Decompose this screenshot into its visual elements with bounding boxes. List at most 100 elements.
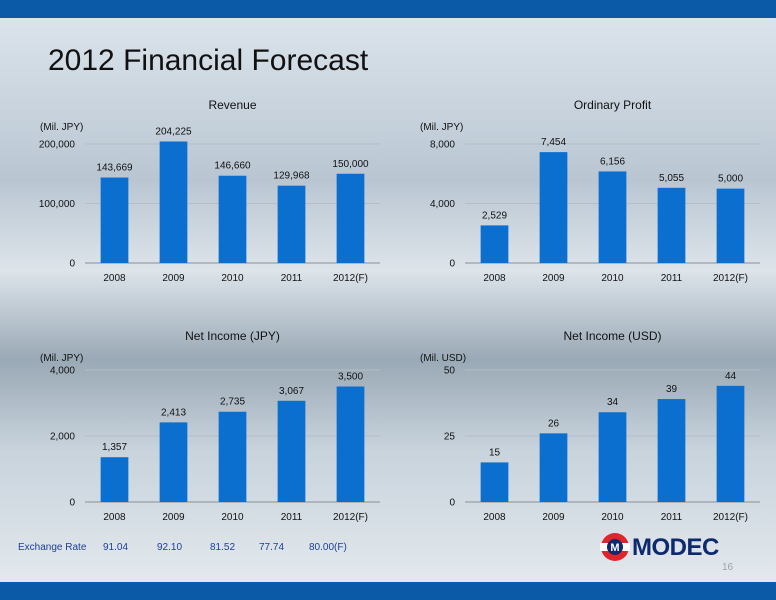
data-label: 6,156 bbox=[600, 156, 625, 167]
revenue-chart: Revenue (Mil. JPY) 0 100,000 200,000 143,669 2… bbox=[30, 95, 390, 295]
data-label: 146,660 bbox=[214, 161, 251, 172]
data-label: 5,000 bbox=[718, 174, 743, 185]
logo-text: MODEC bbox=[632, 534, 719, 561]
bar bbox=[218, 411, 247, 502]
unit-label: (Mil. JPY) bbox=[40, 122, 83, 133]
x-tick-label: 2011 bbox=[281, 273, 303, 284]
exchange-rate-value: 80.00(F) bbox=[309, 542, 347, 553]
bar bbox=[218, 175, 247, 263]
x-tick-label: 2011 bbox=[661, 512, 683, 523]
ordinary-profit-chart-svg: Ordinary Profit (Mil. JPY) 0 4,000 8,000 2,52… bbox=[420, 98, 760, 284]
x-tick-label: 2012(F) bbox=[333, 512, 368, 523]
x-tick-label: 2009 bbox=[542, 512, 565, 523]
bar bbox=[100, 177, 129, 263]
x-tick-label: 2012(F) bbox=[333, 273, 368, 284]
data-label: 26 bbox=[548, 418, 560, 429]
data-label: 204,225 bbox=[155, 126, 192, 137]
chart-title: Revenue bbox=[208, 98, 256, 112]
y-tick-label: 8,000 bbox=[430, 140, 455, 151]
y-tick-label: 0 bbox=[449, 259, 455, 270]
bottom-band bbox=[0, 582, 776, 600]
x-tick-label: 2011 bbox=[661, 273, 683, 284]
y-tick-label: 0 bbox=[69, 259, 75, 270]
net-income-usd-chart: Net Income (USD) (Mil. USD) 0 25 50 15 2008 26 2… bbox=[410, 326, 770, 531]
unit-label: (Mil. USD) bbox=[420, 353, 466, 364]
exchange-rate-value: 81.52 bbox=[210, 542, 236, 553]
bar bbox=[159, 422, 188, 502]
exchange-rate-value: 77.74 bbox=[259, 542, 285, 553]
data-label: 5,055 bbox=[659, 173, 684, 184]
y-tick-label: 2,000 bbox=[50, 432, 75, 443]
bar bbox=[277, 400, 306, 502]
x-tick-label: 2011 bbox=[281, 512, 303, 523]
bar bbox=[336, 173, 365, 263]
data-label: 39 bbox=[666, 384, 678, 395]
bar bbox=[657, 399, 686, 502]
data-label: 143,669 bbox=[96, 163, 133, 174]
bar bbox=[716, 385, 745, 502]
x-tick-label: 2010 bbox=[601, 273, 624, 284]
bar bbox=[539, 152, 568, 263]
x-tick-label: 2010 bbox=[221, 512, 244, 523]
revenue-chart-svg: Revenue (Mil. JPY) 0 100,000 200,000 143,669 2… bbox=[39, 98, 380, 284]
x-tick-label: 2008 bbox=[483, 273, 506, 284]
data-label: 7,454 bbox=[541, 137, 566, 148]
bar bbox=[598, 171, 627, 263]
modec-emblem-icon: M bbox=[600, 533, 630, 561]
y-tick-label: 100,000 bbox=[39, 199, 76, 210]
emblem-letter: M bbox=[610, 542, 619, 554]
exchange-rate-value: 92.10 bbox=[157, 542, 183, 553]
data-label: 129,968 bbox=[273, 171, 310, 182]
net-income-usd-chart-svg: Net Income (USD) (Mil. USD) 0 25 50 15 2008 26 2… bbox=[420, 329, 760, 523]
y-tick-label: 50 bbox=[444, 366, 456, 377]
y-tick-label: 0 bbox=[69, 498, 75, 509]
page-number: 16 bbox=[722, 562, 734, 573]
y-tick-label: 25 bbox=[444, 432, 456, 443]
x-tick-label: 2012(F) bbox=[713, 273, 748, 284]
net-income-jpy-chart: Net Income (JPY) (Mil. JPY) 0 2,000 4,000 1,3… bbox=[30, 326, 390, 531]
modec-logo: M MODEC bbox=[598, 530, 738, 564]
ordinary-profit-chart: Ordinary Profit (Mil. JPY) 0 4,000 8,000 2,52… bbox=[410, 95, 770, 295]
y-tick-label: 0 bbox=[449, 498, 455, 509]
x-tick-label: 2008 bbox=[103, 273, 126, 284]
unit-label: (Mil. JPY) bbox=[420, 122, 463, 133]
x-tick-label: 2010 bbox=[221, 273, 244, 284]
data-label: 1,357 bbox=[102, 442, 127, 453]
data-label: 2,413 bbox=[161, 407, 186, 418]
data-label: 34 bbox=[607, 397, 619, 408]
net-income-jpy-chart-svg: Net Income (JPY) (Mil. JPY) 0 2,000 4,000 1,3… bbox=[40, 329, 380, 523]
x-tick-label: 2009 bbox=[162, 273, 185, 284]
x-tick-label: 2008 bbox=[483, 512, 506, 523]
exchange-rate-value: 91.04 bbox=[103, 542, 129, 553]
unit-label: (Mil. JPY) bbox=[40, 353, 83, 364]
bar bbox=[598, 412, 627, 502]
data-label: 150,000 bbox=[332, 159, 369, 170]
y-tick-label: 200,000 bbox=[39, 140, 76, 151]
x-tick-label: 2009 bbox=[162, 512, 185, 523]
bar bbox=[657, 187, 686, 263]
slide-title: 2012 Financial Forecast bbox=[48, 44, 369, 77]
bar bbox=[480, 462, 509, 502]
data-label: 3,500 bbox=[338, 372, 363, 383]
bar bbox=[716, 188, 745, 263]
bar bbox=[336, 386, 365, 502]
data-label: 3,067 bbox=[279, 386, 304, 397]
exchange-rate-label: Exchange Rate bbox=[18, 542, 87, 553]
chart-title: Net Income (JPY) bbox=[185, 329, 280, 343]
x-tick-label: 2010 bbox=[601, 512, 624, 523]
bar bbox=[539, 433, 568, 502]
data-label: 2,735 bbox=[220, 397, 245, 408]
data-label: 44 bbox=[725, 371, 737, 382]
x-tick-label: 2012(F) bbox=[713, 512, 748, 523]
x-tick-label: 2008 bbox=[103, 512, 126, 523]
chart-title: Ordinary Profit bbox=[574, 98, 652, 112]
y-tick-label: 4,000 bbox=[430, 199, 455, 210]
y-tick-label: 4,000 bbox=[50, 366, 75, 377]
bar bbox=[277, 185, 306, 263]
data-label: 2,529 bbox=[482, 210, 507, 221]
bar bbox=[480, 225, 509, 263]
top-band bbox=[0, 0, 776, 18]
chart-title: Net Income (USD) bbox=[563, 329, 661, 343]
data-label: 15 bbox=[489, 447, 501, 458]
bar bbox=[159, 141, 188, 263]
